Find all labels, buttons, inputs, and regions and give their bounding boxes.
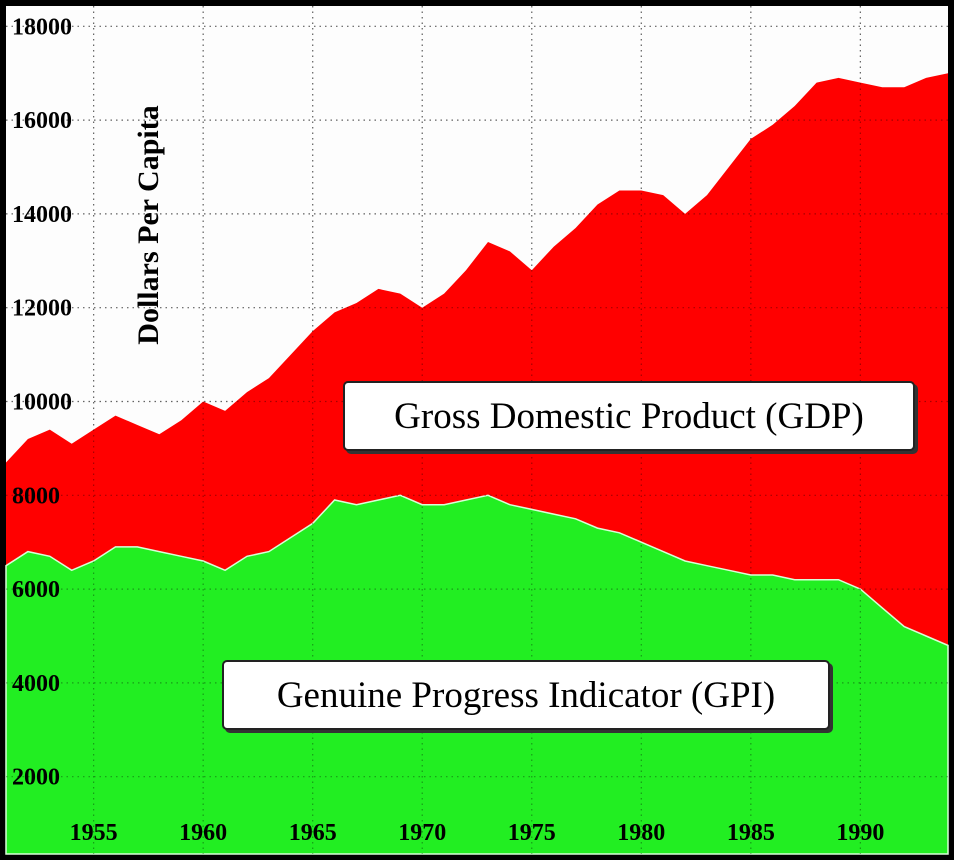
y-axis-label: Dollars Per Capita xyxy=(132,105,165,344)
gdp-series-label: Gross Domestic Product (GDP) xyxy=(343,381,915,451)
x-tick-label: 1955 xyxy=(70,820,118,846)
y-tick-label: 6000 xyxy=(12,577,60,603)
x-tick-label: 1960 xyxy=(179,820,227,846)
y-tick-label: 2000 xyxy=(12,765,60,791)
gpi-series-label: Genuine Progress Indicator (GPI) xyxy=(222,660,830,730)
y-tick-label: 16000 xyxy=(12,108,72,134)
x-tick-labels: 1955 1960 1965 1970 1975 1980 1985 1990 xyxy=(70,820,885,846)
y-tick-label: 12000 xyxy=(12,296,72,322)
x-tick-label: 1980 xyxy=(617,820,665,846)
y-tick-labels: 2000 4000 6000 8000 10000 12000 14000 16000 1800… xyxy=(12,14,72,790)
y-tick-label: 8000 xyxy=(12,483,60,509)
x-tick-label: 1970 xyxy=(398,820,446,846)
x-tick-label: 1975 xyxy=(508,820,556,846)
y-tick-label: 14000 xyxy=(12,202,72,228)
y-tick-label: 10000 xyxy=(12,390,72,416)
x-tick-label: 1990 xyxy=(836,820,884,846)
y-tick-label: 18000 xyxy=(12,14,72,40)
x-tick-label: 1985 xyxy=(727,820,775,846)
y-tick-label: 4000 xyxy=(12,671,60,697)
x-tick-label: 1965 xyxy=(289,820,337,846)
